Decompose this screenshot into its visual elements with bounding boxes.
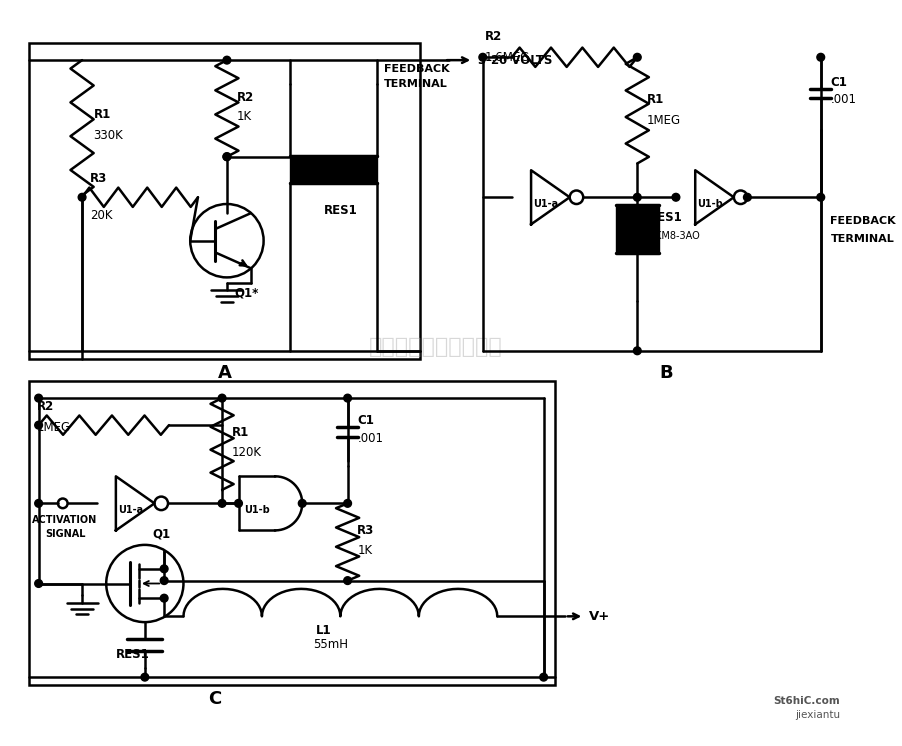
Text: RES1: RES1 bbox=[115, 648, 150, 661]
Circle shape bbox=[223, 153, 231, 160]
Text: V+: V+ bbox=[589, 609, 611, 623]
Circle shape bbox=[106, 545, 183, 622]
Text: L1: L1 bbox=[317, 624, 332, 637]
Text: ACTIVATION: ACTIVATION bbox=[32, 515, 97, 524]
Text: R3: R3 bbox=[357, 524, 374, 537]
Text: FEEDBACK: FEEDBACK bbox=[831, 216, 896, 226]
Text: R1: R1 bbox=[232, 426, 249, 439]
Text: RES1: RES1 bbox=[324, 204, 357, 216]
Text: A: A bbox=[217, 364, 232, 382]
Circle shape bbox=[743, 193, 751, 201]
Circle shape bbox=[161, 565, 168, 573]
Text: 1K: 1K bbox=[357, 544, 373, 557]
Text: RES1: RES1 bbox=[649, 211, 683, 225]
Circle shape bbox=[58, 498, 68, 508]
Text: U1-a: U1-a bbox=[118, 505, 143, 515]
Text: TERMINAL: TERMINAL bbox=[831, 233, 894, 244]
Text: C: C bbox=[208, 690, 222, 708]
Circle shape bbox=[78, 193, 86, 201]
Text: 1MEG: 1MEG bbox=[647, 114, 681, 127]
Text: SIGNAL: SIGNAL bbox=[45, 529, 86, 539]
Text: PKM8-3AO: PKM8-3AO bbox=[649, 231, 700, 241]
Circle shape bbox=[223, 153, 231, 160]
Circle shape bbox=[35, 500, 42, 507]
Circle shape bbox=[223, 56, 231, 64]
Text: 3-20 VOLTS: 3-20 VOLTS bbox=[478, 54, 552, 66]
Text: R2: R2 bbox=[236, 91, 253, 104]
Circle shape bbox=[633, 347, 641, 354]
Circle shape bbox=[235, 500, 243, 507]
Text: R2: R2 bbox=[484, 30, 502, 43]
Text: 1MEG: 1MEG bbox=[37, 421, 71, 434]
Text: 55mH: 55mH bbox=[313, 638, 348, 651]
Text: St6hiC.com: St6hiC.com bbox=[773, 696, 840, 706]
Circle shape bbox=[570, 190, 584, 204]
Text: TERMINAL: TERMINAL bbox=[384, 79, 448, 90]
Circle shape bbox=[299, 500, 306, 507]
Circle shape bbox=[35, 421, 42, 429]
Circle shape bbox=[344, 500, 352, 507]
Text: R1: R1 bbox=[94, 108, 111, 121]
Circle shape bbox=[539, 674, 548, 681]
Bar bbox=[29, 43, 420, 359]
Circle shape bbox=[344, 394, 352, 402]
Text: 杭州将睢科技有限公司: 杭州将睢科技有限公司 bbox=[369, 337, 502, 357]
Circle shape bbox=[672, 193, 680, 201]
Circle shape bbox=[479, 54, 487, 61]
Text: .001: .001 bbox=[357, 431, 383, 445]
Text: U1-a: U1-a bbox=[533, 199, 558, 209]
Bar bbox=[29, 380, 556, 685]
Text: 120K: 120K bbox=[232, 445, 262, 459]
Text: FEEDBACK: FEEDBACK bbox=[384, 63, 450, 74]
Circle shape bbox=[161, 595, 168, 602]
Text: U1-b: U1-b bbox=[697, 199, 723, 209]
Circle shape bbox=[35, 580, 42, 587]
Circle shape bbox=[817, 54, 824, 61]
Circle shape bbox=[190, 204, 263, 278]
Text: 1.6MEG: 1.6MEG bbox=[484, 51, 530, 64]
Text: 1K: 1K bbox=[236, 110, 252, 123]
Circle shape bbox=[734, 190, 748, 204]
Text: R1: R1 bbox=[647, 93, 664, 106]
Text: C1: C1 bbox=[357, 414, 374, 427]
Text: 330K: 330K bbox=[94, 129, 124, 142]
Circle shape bbox=[633, 193, 641, 201]
Circle shape bbox=[35, 394, 42, 402]
Circle shape bbox=[633, 54, 641, 61]
Bar bbox=[290, 156, 376, 183]
Text: U1-b: U1-b bbox=[244, 505, 270, 515]
Circle shape bbox=[161, 577, 168, 584]
Circle shape bbox=[218, 394, 226, 402]
Text: C1: C1 bbox=[831, 76, 847, 89]
Circle shape bbox=[817, 193, 824, 201]
Text: R3: R3 bbox=[90, 172, 107, 185]
Circle shape bbox=[141, 674, 149, 681]
Text: jiexiantu: jiexiantu bbox=[795, 709, 840, 720]
Text: Q1*: Q1* bbox=[235, 286, 259, 300]
Text: 20K: 20K bbox=[90, 208, 113, 222]
Bar bbox=[616, 205, 658, 253]
Text: .001: .001 bbox=[831, 93, 856, 106]
Text: Q1: Q1 bbox=[152, 527, 170, 540]
Circle shape bbox=[344, 577, 352, 584]
Circle shape bbox=[154, 497, 168, 510]
Text: R2: R2 bbox=[37, 400, 54, 413]
Circle shape bbox=[218, 500, 226, 507]
Text: B: B bbox=[659, 364, 673, 382]
